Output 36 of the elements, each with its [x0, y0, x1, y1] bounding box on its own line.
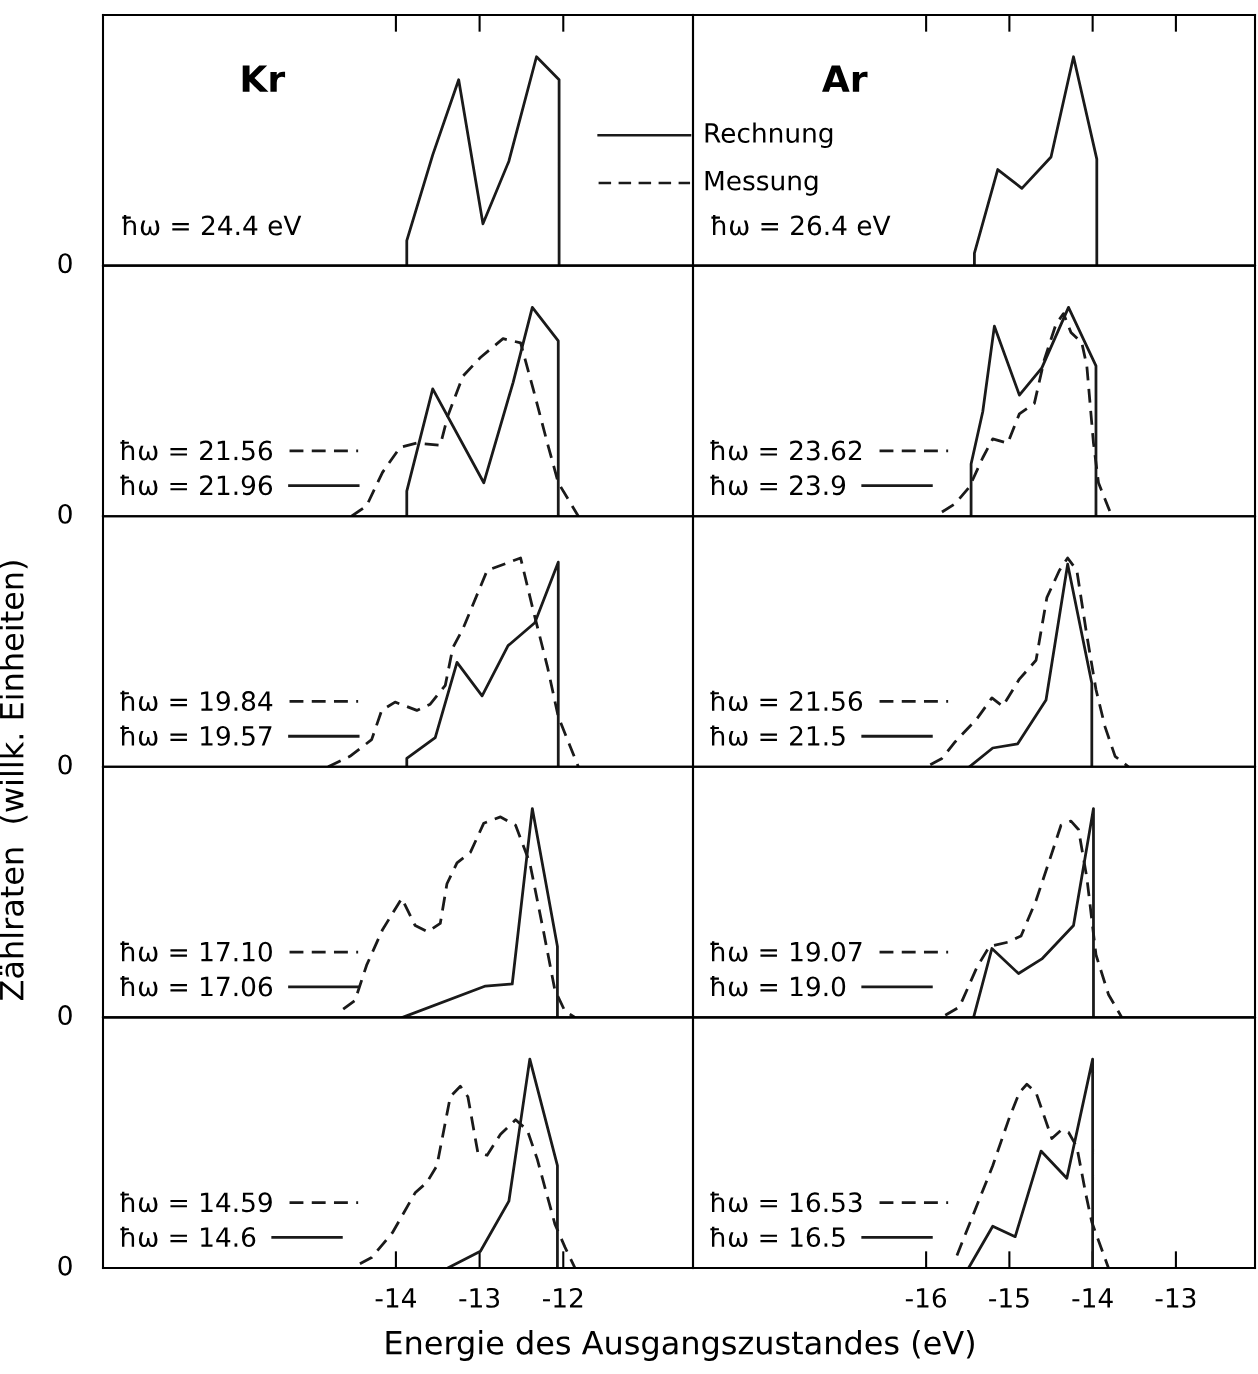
- text: 0: [58, 253, 72, 274]
- legend-label: ħω = 19.84: [120, 690, 273, 712]
- x-tick-label: -13: [1155, 1287, 1196, 1308]
- legend-label: ħω = 19.07: [710, 941, 862, 962]
- legend-label: ħω = 17.10: [120, 941, 272, 962]
- legend-label: ħω = 21.96: [120, 474, 273, 496]
- legend-label: ħω = 14.6: [120, 1226, 256, 1248]
- x-tick-label: -16: [905, 1287, 947, 1308]
- text: 0: [58, 1005, 72, 1026]
- annotation: ħω = 26.4 eV: [711, 215, 891, 236]
- legend-label: ħω = 19.0: [710, 976, 846, 997]
- x-axis-title: Energie des Ausgangszustandes (eV): [386, 1330, 974, 1361]
- x-tick-label: -12: [543, 1287, 583, 1308]
- annotation: Messung: [705, 170, 818, 196]
- x-tick-label: -13: [459, 1287, 500, 1308]
- legend-label: ħω = 16.53: [710, 1191, 862, 1213]
- text: 0: [58, 1255, 72, 1276]
- annotation: ħω = 24.4 eV: [122, 215, 302, 236]
- text: 0: [58, 754, 72, 775]
- legend-label: ħω = 21.5: [710, 725, 845, 746]
- legend-label: ħω = 21.56: [710, 690, 863, 712]
- legend-label: ħω = 17.06: [120, 976, 273, 997]
- legend-label: ħω = 19.57: [120, 725, 272, 746]
- legend-label: ħω = 14.59: [120, 1191, 272, 1213]
- text: 0: [58, 503, 72, 524]
- x-tick-label: -14: [1072, 1288, 1113, 1308]
- annotation: Rechnung: [705, 122, 833, 149]
- x-tick-label: -14: [375, 1288, 416, 1308]
- chart-title: Kr: [242, 65, 286, 92]
- chart-title: Ar: [822, 65, 868, 92]
- legend-label: ħω = 21.56: [120, 440, 273, 461]
- x-tick-label: -15: [989, 1288, 1029, 1308]
- legend-label: ħω = 23.62: [710, 440, 862, 461]
- legend-label: ħω = 23.9: [710, 474, 846, 496]
- y-axis-title: Zählraten (willk. Einheiten): [0, 561, 28, 1001]
- legend-label: ħω = 16.5: [710, 1226, 845, 1248]
